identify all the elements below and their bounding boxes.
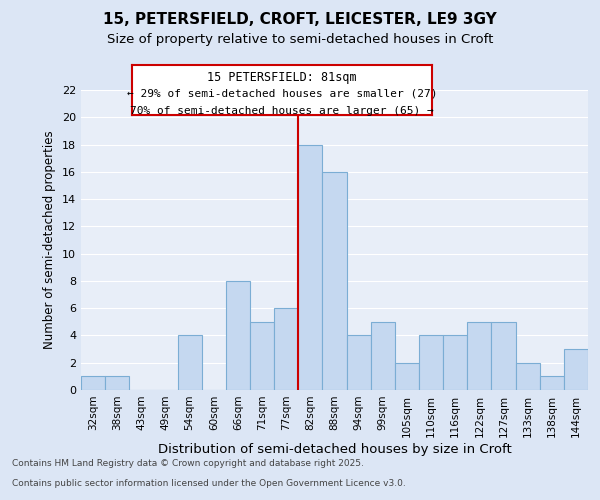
Text: 15 PETERSFIELD: 81sqm: 15 PETERSFIELD: 81sqm [207, 71, 357, 84]
Bar [105, 376, 129, 390]
Bar [347, 336, 371, 390]
Bar [515, 362, 540, 390]
Bar [371, 322, 395, 390]
Bar [178, 336, 202, 390]
Bar [298, 144, 322, 390]
Bar [540, 376, 564, 390]
Bar [395, 362, 419, 390]
Bar [322, 172, 347, 390]
X-axis label: Distribution of semi-detached houses by size in Croft: Distribution of semi-detached houses by … [158, 442, 511, 456]
Text: 15, PETERSFIELD, CROFT, LEICESTER, LE9 3GY: 15, PETERSFIELD, CROFT, LEICESTER, LE9 3… [103, 12, 497, 28]
Bar [274, 308, 298, 390]
Text: Contains HM Land Registry data © Crown copyright and database right 2025.: Contains HM Land Registry data © Crown c… [12, 458, 364, 468]
Text: 70% of semi-detached houses are larger (65) →: 70% of semi-detached houses are larger (… [130, 106, 434, 116]
Text: ← 29% of semi-detached houses are smaller (27): ← 29% of semi-detached houses are smalle… [127, 88, 437, 98]
Bar [419, 336, 443, 390]
Text: Contains public sector information licensed under the Open Government Licence v3: Contains public sector information licen… [12, 478, 406, 488]
Text: Size of property relative to semi-detached houses in Croft: Size of property relative to semi-detach… [107, 32, 493, 46]
Bar [467, 322, 491, 390]
Bar [491, 322, 515, 390]
Bar [564, 349, 588, 390]
Y-axis label: Number of semi-detached properties: Number of semi-detached properties [43, 130, 56, 350]
Bar [250, 322, 274, 390]
Bar [226, 281, 250, 390]
Bar [81, 376, 105, 390]
Bar [443, 336, 467, 390]
